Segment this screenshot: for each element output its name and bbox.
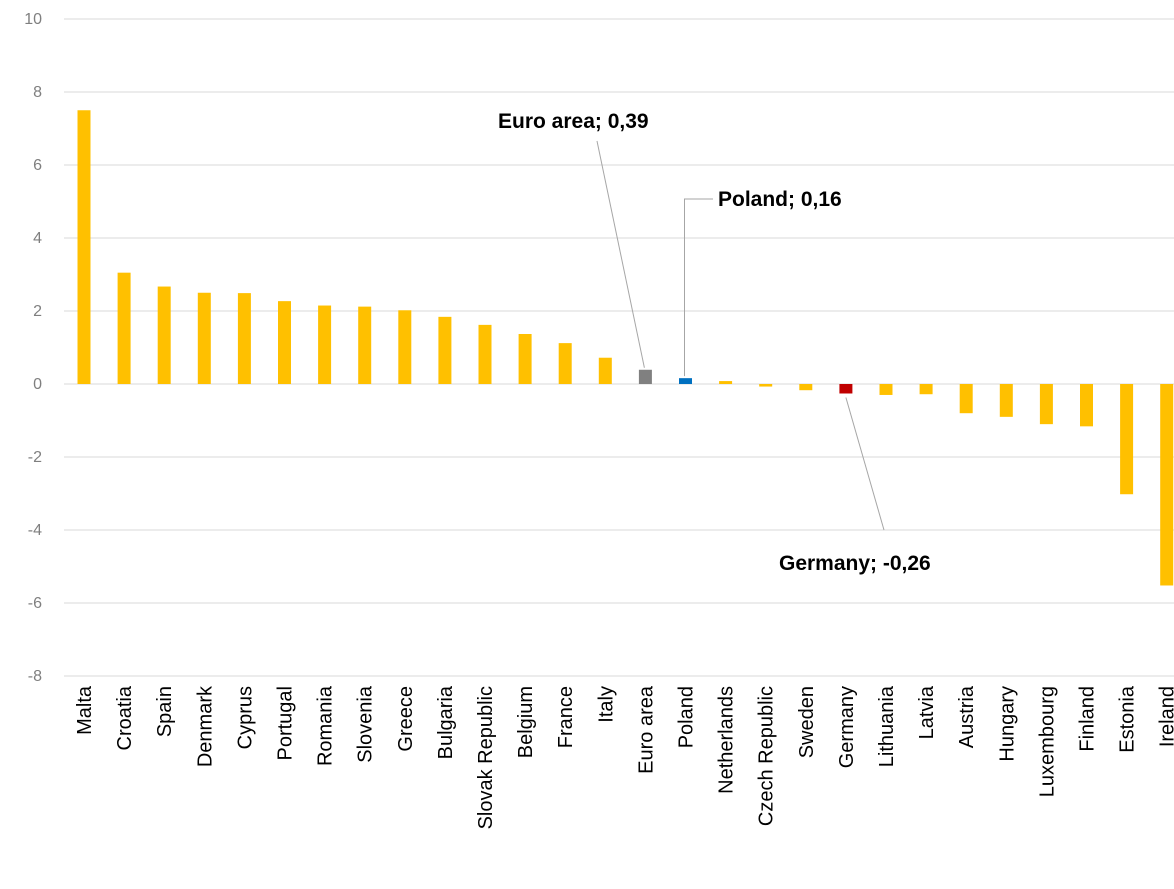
x-tick-label: Portugal [275, 686, 297, 761]
data-label-germany: Germany; -0,26 [779, 552, 931, 575]
x-axis: Malta Croatia Spain Denmark Cyprus Portugal Ro… [74, 685, 1174, 829]
bar-ireland [1160, 384, 1174, 586]
bar-romania [318, 305, 332, 384]
y-tick-label: 2 [33, 303, 42, 320]
y-tick-label: 0 [33, 376, 42, 393]
x-tick-label: Romania [315, 685, 337, 766]
y-tick-label: 4 [33, 230, 42, 247]
x-tick-label: Belgium [515, 686, 537, 758]
x-tick-label: Euro area [635, 685, 657, 774]
x-tick-label: Cyprus [234, 686, 256, 749]
bar-malta [77, 110, 91, 384]
bar-poland [679, 378, 692, 384]
leader-line-germany [845, 397, 885, 531]
x-tick-label: Croatia [114, 685, 136, 750]
bar-france [558, 343, 572, 384]
x-tick-label: Slovenia [355, 685, 377, 763]
y-axis: -8 -6 -4 -2 0 2 4 6 8 10 [24, 11, 42, 685]
bar-greece [398, 310, 412, 384]
x-tick-label: Italy [595, 686, 617, 723]
data-label-poland: Poland; 0,16 [718, 188, 842, 211]
bar-netherlands [719, 381, 733, 384]
bar-denmark [197, 292, 211, 384]
bar-latvia [919, 384, 933, 395]
x-tick-label: Czech Republic [756, 686, 778, 826]
x-tick-label: Estonia [1117, 685, 1139, 753]
y-tick-label: 8 [33, 84, 42, 101]
data-label-euro-area: Euro area; 0,39 [498, 110, 649, 133]
leader-line-euro-area [596, 140, 645, 368]
y-tick-label: 10 [24, 11, 42, 28]
bars [77, 110, 1174, 586]
y-tick-label: 6 [33, 157, 42, 174]
bar-finland [1080, 384, 1093, 427]
x-tick-label: Finland [1077, 686, 1099, 752]
bar-estonia [1120, 384, 1134, 495]
bar-czech-republic [759, 384, 773, 387]
bar-euro-area [638, 369, 652, 384]
x-tick-label: Ireland [1157, 686, 1174, 747]
x-tick-label: Bulgaria [435, 685, 457, 759]
bar-slovenia [358, 306, 372, 384]
bar-lithuania [879, 384, 893, 395]
bar-portugal [278, 301, 291, 384]
x-tick-label: Sweden [796, 686, 818, 758]
x-tick-label: Spain [154, 686, 176, 737]
x-tick-label: Greece [395, 686, 417, 752]
x-tick-label: France [555, 686, 577, 748]
x-tick-label: Netherlands [716, 686, 738, 794]
bar-slovak-republic [478, 324, 492, 384]
x-tick-label: Hungary [996, 686, 1018, 762]
y-tick-label: -8 [28, 668, 42, 685]
bar-germany [839, 384, 853, 394]
x-tick-label: Poland [676, 686, 698, 748]
bar-bulgaria [438, 316, 452, 384]
x-tick-label: Austria [956, 685, 978, 748]
bar-sweden [799, 384, 813, 391]
bar-italy [598, 357, 612, 384]
y-tick-label: -2 [28, 449, 42, 466]
x-tick-label: Latvia [916, 685, 938, 739]
bar-cyprus [237, 293, 251, 384]
x-tick-label: Lithuania [876, 685, 898, 767]
bar-luxembourg [1039, 384, 1053, 425]
y-tick-label: -6 [28, 595, 42, 612]
bar-spain [157, 286, 171, 384]
x-tick-label: Slovak Republic [475, 686, 497, 829]
leader-line-poland [684, 198, 713, 377]
bar-belgium [518, 333, 532, 384]
bar-hungary [999, 384, 1013, 417]
bar-croatia [117, 272, 131, 384]
bar-austria [959, 384, 973, 414]
y-tick-label: -4 [28, 522, 42, 539]
x-tick-label: Malta [74, 685, 96, 735]
x-tick-label: Germany [836, 686, 858, 768]
x-tick-label: Luxembourg [1036, 686, 1058, 797]
annotations: Euro area; 0,39 Poland; 0,16 Germany; -0,2… [498, 110, 931, 575]
x-tick-label: Denmark [194, 685, 216, 767]
